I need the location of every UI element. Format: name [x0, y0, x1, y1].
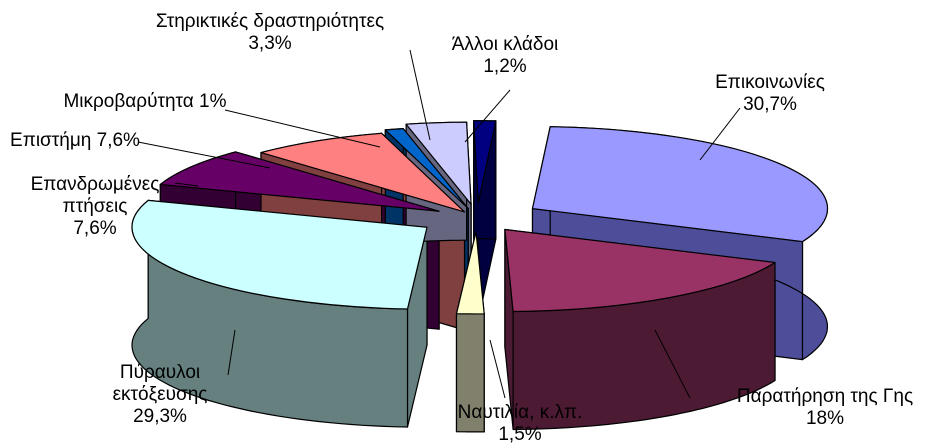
data-label-επανδρωμένες-πτήσεις: Επανδρωμένες πτήσεις 7,6% [31, 174, 160, 239]
labels-layer: Επικοινωνίες 30,7% Παρατήρηση της Γης 18% Να… [10, 11, 913, 445]
data-label-line: 30,7% [743, 94, 797, 115]
leader-line-επανδρωμένες-πτήσεις [174, 182, 199, 187]
data-label-ναυτιλία-κ-λπ: Ναυτιλία, κ.λπ. 1,5% [458, 402, 583, 445]
data-label-line: Επικοινωνίες [715, 72, 825, 93]
leader-line-επικοινωνίες [699, 107, 741, 161]
slice-επανδρωμένες-πτήσεις [159, 151, 440, 212]
data-label-πύραυλοι-εκτόξευσης: Πύραυλοι εκτόξευσης 29,3% [113, 362, 208, 427]
leader-line-στηρικτικές-δραστηριότητες [409, 49, 431, 141]
data-label-line: Πύραυλοι [120, 362, 200, 383]
slice-επικοινωνίες [531, 126, 829, 243]
data-label-line: Στηρικτικές δραστηριότητες [156, 11, 384, 32]
slice-μικροβαρύτητα [384, 128, 469, 210]
data-label-μικροβαρύτητα: Μικροβαρύτητα 1% [63, 91, 226, 112]
data-label-επιστήμη: Επιστήμη 7,6% [10, 130, 140, 151]
slice-στηρικτικές-δραστηριότητες [405, 121, 472, 205]
data-label-line: Επανδρωμένες [31, 174, 160, 195]
leader-line-μικροβαρύτητα [224, 109, 381, 148]
data-label-line: εκτόξευσης [113, 384, 208, 405]
leader-line-ναυτιλία-κ-λπ [489, 339, 506, 399]
slice-άλλοι-κλάδοι [473, 120, 497, 204]
data-label-line: Ναυτιλία, κ.λπ. [458, 402, 583, 423]
data-label-στηρικτικές-δραστηριότητες: Στηρικτικές δραστηριότητες 3,3% [156, 11, 384, 54]
data-label-line: 29,3% [133, 406, 187, 427]
slice-ναυτιλία-κ-λπ [455, 231, 485, 315]
slice-επιστήμη [260, 132, 466, 213]
data-label-line: 3,3% [248, 33, 291, 54]
data-label-line: Επιστήμη 7,6% [10, 130, 140, 151]
data-label-line: πτήσεις [63, 196, 128, 217]
data-label-line: Παρατήρηση της Γης [737, 386, 913, 407]
slice-παρατήρηση-της-γης [504, 228, 776, 313]
data-label-line: 1,5% [498, 424, 541, 445]
leader-line-άλλοι-κλάδοι [464, 89, 511, 143]
data-label-άλλοι-κλάδοι: Άλλοι κλάδοι 1,2% [452, 34, 559, 77]
data-label-line: Μικροβαρύτητα 1% [63, 91, 226, 112]
leader-line-παρατήρηση-της-γης [654, 329, 691, 399]
slice-πύραυλοι-εκτόξευσης [131, 199, 428, 310]
data-label-παρατήρηση-της-γης: Παρατήρηση της Γης 18% [737, 386, 913, 429]
leader-line-επιστήμη [137, 141, 271, 169]
leader-line-πύραυλοι-εκτόξευσης [227, 329, 236, 376]
data-label-line: 7,6% [73, 218, 116, 239]
leader-lines [137, 49, 741, 399]
slices-layer [131, 120, 829, 433]
data-label-επικοινωνίες: Επικοινωνίες 30,7% [715, 72, 825, 115]
data-label-line: 18% [806, 408, 844, 429]
data-label-line: Άλλοι κλάδοι [452, 34, 559, 55]
data-label-line: 1,2% [483, 56, 526, 77]
